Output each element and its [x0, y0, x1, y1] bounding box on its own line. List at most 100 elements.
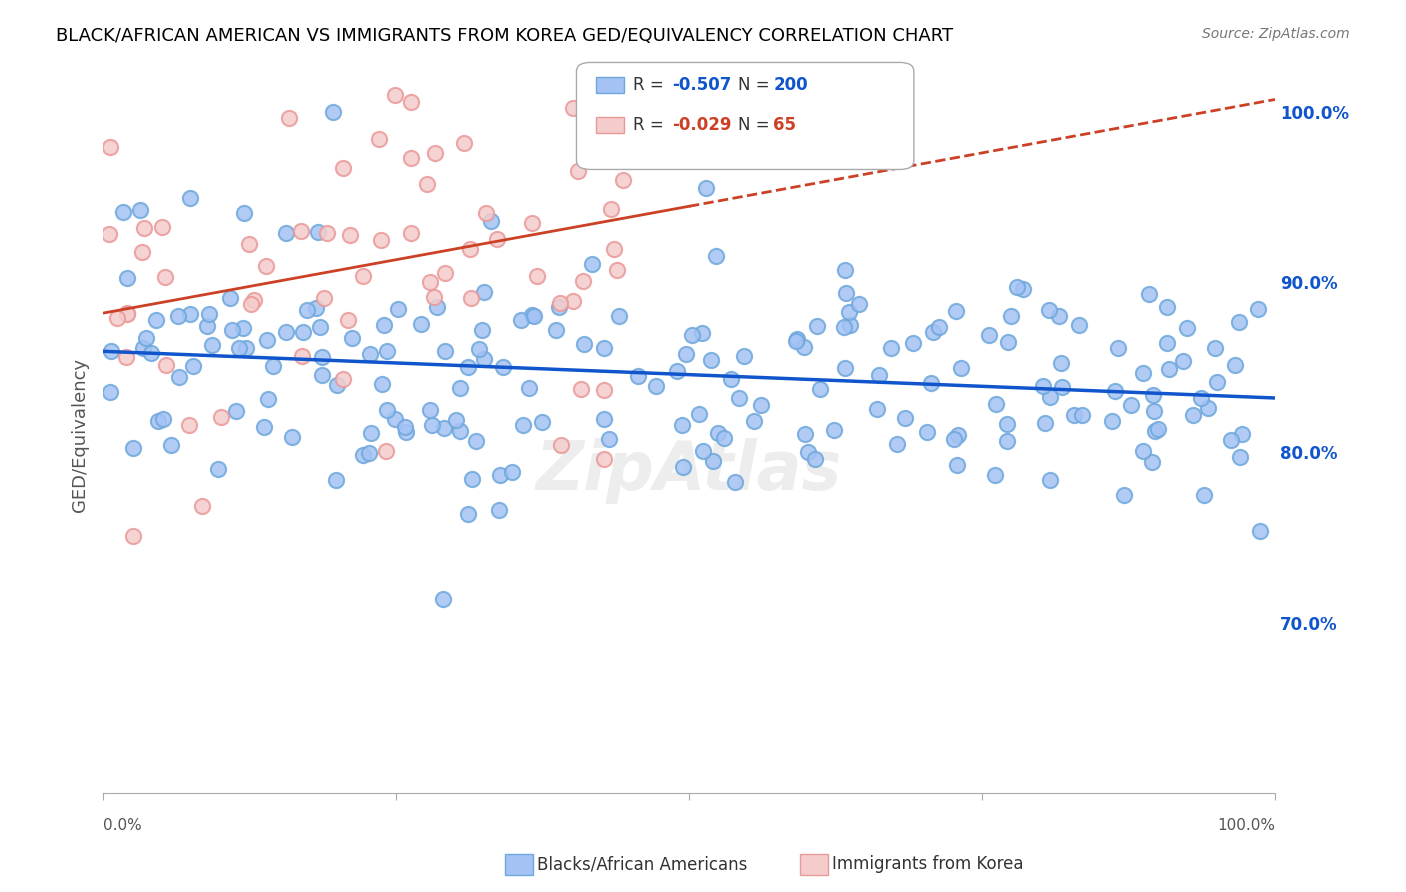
Point: [1143, 425, 1166, 439]
Point: [786, 332, 808, 346]
Point: [1223, 358, 1246, 372]
Point: [311, 350, 333, 364]
Point: [690, 326, 713, 340]
Point: [129, 203, 152, 218]
Point: [150, 220, 173, 235]
Point: [599, 93, 621, 107]
Point: [485, 231, 508, 245]
Point: [471, 323, 494, 337]
Point: [472, 351, 495, 366]
Point: [290, 224, 312, 238]
Point: [834, 285, 856, 300]
Point: [915, 425, 938, 439]
Point: [1104, 384, 1126, 398]
Point: [1143, 403, 1166, 417]
Point: [501, 465, 523, 479]
Point: [1132, 367, 1154, 381]
Point: [1000, 310, 1022, 324]
Point: [834, 361, 856, 376]
Point: [394, 420, 416, 434]
Point: [1121, 398, 1143, 412]
Point: [1173, 353, 1195, 368]
Point: [995, 417, 1018, 431]
Text: R =: R =: [633, 76, 669, 94]
Point: [583, 70, 606, 85]
Point: [512, 417, 534, 432]
Point: [375, 344, 398, 359]
Point: [749, 398, 772, 412]
Text: Immigrants from Korea: Immigrants from Korea: [832, 855, 1024, 873]
Point: [139, 346, 162, 360]
Point: [281, 430, 304, 444]
Point: [297, 302, 319, 317]
Point: [733, 349, 755, 363]
Point: [339, 228, 361, 243]
Point: [1012, 282, 1035, 296]
Point: [793, 426, 815, 441]
Point: [132, 341, 155, 355]
Point: [415, 177, 437, 191]
Point: [1156, 336, 1178, 351]
Point: [1137, 287, 1160, 301]
Point: [675, 347, 697, 361]
Point: [449, 424, 471, 438]
Point: [122, 442, 145, 456]
Point: [983, 467, 1005, 482]
Text: N =: N =: [738, 116, 775, 134]
Point: [426, 300, 449, 314]
Point: [373, 318, 395, 333]
Point: [522, 216, 544, 230]
Point: [225, 404, 247, 418]
Point: [547, 301, 569, 315]
Point: [886, 437, 908, 451]
Point: [546, 323, 568, 337]
Point: [600, 202, 623, 216]
Point: [920, 376, 942, 391]
Point: [395, 425, 418, 439]
Point: [311, 368, 333, 383]
Point: [399, 151, 422, 165]
Point: [581, 257, 603, 271]
Point: [387, 301, 409, 316]
Point: [523, 309, 546, 323]
Point: [1107, 341, 1129, 355]
Point: [134, 221, 156, 235]
Point: [569, 382, 592, 396]
Point: [360, 426, 382, 441]
Point: [352, 448, 374, 462]
Point: [823, 423, 845, 437]
Point: [869, 368, 891, 383]
Point: [688, 407, 710, 421]
Point: [707, 426, 730, 441]
Point: [291, 325, 314, 339]
Point: [458, 242, 481, 256]
Point: [1005, 280, 1028, 294]
Point: [207, 462, 229, 476]
Text: 0.0%: 0.0%: [103, 819, 142, 833]
Point: [121, 529, 143, 543]
Point: [1132, 444, 1154, 458]
Point: [432, 591, 454, 606]
Point: [370, 233, 392, 247]
Point: [423, 146, 446, 161]
Point: [240, 296, 263, 310]
Point: [1189, 391, 1212, 405]
Point: [834, 262, 856, 277]
Point: [232, 206, 254, 220]
Point: [1229, 450, 1251, 464]
Point: [257, 392, 280, 406]
Point: [839, 318, 862, 332]
Point: [340, 331, 363, 345]
Point: [332, 161, 354, 176]
Point: [308, 319, 330, 334]
Point: [517, 381, 540, 395]
Point: [526, 268, 548, 283]
Point: [218, 291, 240, 305]
Point: [191, 499, 214, 513]
Point: [808, 382, 831, 396]
Point: [98, 384, 121, 399]
Point: [399, 95, 422, 109]
Point: [100, 343, 122, 358]
Point: [1249, 524, 1271, 538]
Point: [997, 335, 1019, 350]
